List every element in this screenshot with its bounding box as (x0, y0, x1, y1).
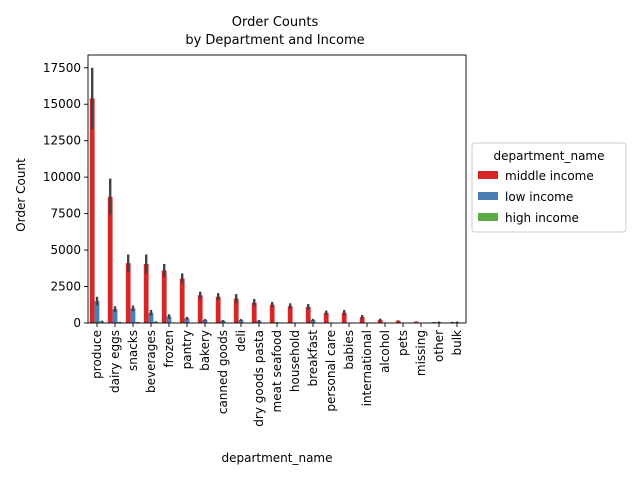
bar-middle-income-frozen (161, 270, 167, 323)
x-tick-label-other: other (432, 330, 446, 362)
x-tick-label-frozen: frozen (162, 330, 176, 368)
legend-label-high-income: high income (505, 211, 579, 225)
x-tick-label-alcohol: alcohol (378, 330, 392, 373)
y-tick-label: 2500 (50, 280, 81, 294)
bar-high-income-produce (99, 321, 105, 323)
legend-frame (471, 142, 627, 233)
bar-low-income-canned-goods (220, 320, 226, 323)
bar-middle-income-meat-seafood (269, 304, 275, 323)
bar-low-income-snacks (130, 308, 136, 323)
x-tick-label-beverages: beverages (144, 330, 158, 393)
y-tick-label: 0 (73, 316, 81, 330)
y-tick-label: 17500 (43, 61, 81, 75)
x-tick-label-bakery: bakery (198, 330, 212, 371)
bar-middle-income-deli (233, 298, 239, 323)
x-tick-label-snacks: snacks (126, 330, 140, 371)
bar-middle-income-international (359, 317, 365, 323)
legend-swatch-middle-income (478, 171, 498, 179)
bar-middle-income-snacks (125, 263, 131, 323)
x-tick-label-international: international (360, 330, 374, 406)
x-tick-label-bulk: bulk (450, 330, 464, 356)
legend-label-low-income: low income (505, 190, 573, 204)
y-tick-label: 7500 (50, 207, 81, 221)
bar-middle-income-dairy-eggs (107, 196, 113, 323)
bar-low-income-frozen (166, 316, 172, 323)
bar-low-income-produce (94, 301, 100, 323)
x-tick-label-personal-care: personal care (324, 330, 338, 412)
legend-label-middle-income: middle income (505, 169, 594, 183)
legend-swatch-high-income (478, 213, 498, 221)
legend-title: department_name (493, 149, 604, 163)
y-tick-label: 15000 (43, 97, 81, 111)
bar-low-income-dairy-eggs (112, 309, 118, 323)
x-tick-label-meat-seafood: meat seafood (270, 330, 284, 412)
bar-low-income-deli (238, 320, 244, 323)
x-tick-label-canned-goods: canned goods (216, 330, 230, 414)
y-tick-label: 12500 (43, 134, 81, 148)
x-tick-label-pantry: pantry (180, 330, 194, 369)
x-tick-label-produce: produce (90, 330, 104, 379)
bar-low-income-beverages (148, 312, 154, 323)
bar-middle-income-household (287, 306, 293, 323)
chart-title-line1: Order Counts (232, 15, 319, 30)
bar-middle-income-personal-care (323, 312, 329, 323)
bar-middle-income-beverages (143, 263, 149, 323)
bar-middle-income-missing (413, 321, 419, 323)
x-tick-label-breakfast: breakfast (306, 330, 320, 387)
legend-swatch-low-income (478, 192, 498, 200)
x-tick-label-dry-goods-pasta: dry goods pasta (252, 330, 266, 427)
x-axis-label: department_name (221, 451, 332, 465)
bar-middle-income-pantry (179, 278, 185, 323)
y-tick-label: 10000 (43, 170, 81, 184)
bar-middle-income-canned-goods (215, 296, 221, 323)
bar-middle-income-breakfast (305, 306, 311, 323)
bar-middle-income-dry-goods-pasta (251, 302, 257, 323)
bar-low-income-breakfast (310, 320, 316, 323)
y-axis-label: Order Count (14, 158, 28, 232)
bar-low-income-bakery (202, 320, 208, 323)
bar-middle-income-babies (341, 312, 347, 323)
bar-high-income-beverages (153, 321, 159, 323)
x-tick-label-dairy-eggs: dairy eggs (108, 330, 122, 393)
x-tick-label-missing: missing (414, 330, 428, 376)
x-tick-label-babies: babies (342, 330, 356, 370)
bar-middle-income-produce (89, 98, 95, 323)
chart-title-line2: by Department and Income (185, 33, 364, 48)
y-tick-label: 5000 (50, 243, 81, 257)
bar-middle-income-pets (395, 320, 401, 323)
legend: department_name middle income low income… (471, 142, 627, 233)
x-tick-label-household: household (288, 330, 302, 392)
bar-low-income-pantry (184, 318, 190, 323)
x-tick-label-deli: deli (234, 330, 248, 352)
plot-area: 0 2500 5000 7500 10000 12500 15000 17500 produce… (43, 54, 467, 427)
bar-middle-income-bakery (197, 295, 203, 323)
x-tick-label-pets: pets (396, 330, 410, 356)
bar-low-income-dry-goods-pasta (256, 320, 262, 323)
